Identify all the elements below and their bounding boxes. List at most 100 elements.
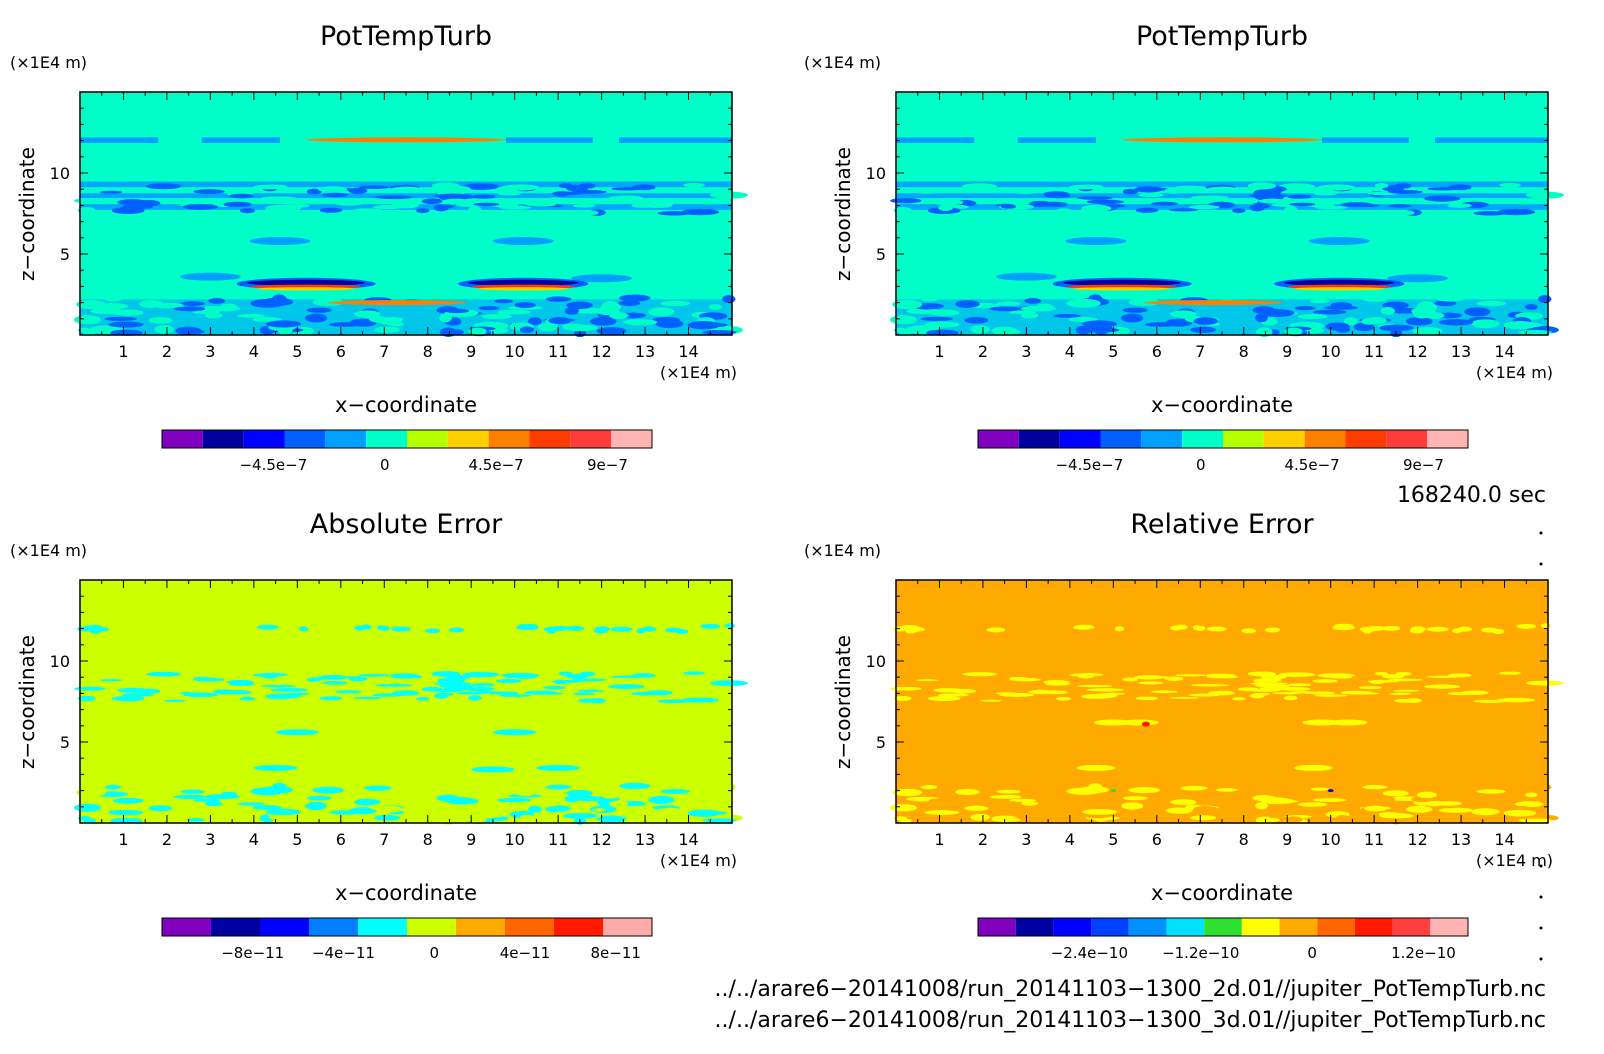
band-cell (146, 183, 182, 190)
colorbar-swatch (202, 430, 244, 448)
colorbar-swatch (1392, 918, 1431, 936)
band-cell (104, 296, 122, 302)
band-cell (434, 193, 473, 198)
colorbar-tick-label: −8e−11 (221, 944, 284, 962)
band-cell (173, 306, 207, 312)
band-cell (305, 313, 328, 323)
band-cell (1024, 786, 1042, 792)
colorbar: −8e−11 −4e−11 0 4e−11 8e−11 (161, 917, 653, 962)
band-cell (390, 675, 423, 679)
layer-cell (1062, 279, 1182, 286)
band-cell (504, 186, 525, 191)
band-cell (494, 787, 514, 792)
x-tick-label: 9 (1282, 830, 1292, 849)
band-cell (425, 628, 440, 634)
x-tick-label: 13 (1451, 342, 1471, 361)
band-cell (266, 808, 301, 816)
band-cell (184, 204, 201, 209)
band-cell (579, 671, 596, 677)
x-tick-label: 5 (1108, 830, 1118, 849)
band-cell (462, 671, 500, 678)
band-cell (1387, 190, 1423, 194)
band-cell (1141, 721, 1150, 727)
layer-cell (327, 300, 467, 306)
band-cell (1471, 319, 1500, 329)
band-cell (187, 818, 205, 822)
colorbar-swatch (1223, 430, 1264, 448)
band-cell (1260, 797, 1286, 801)
band-cell (926, 329, 959, 336)
band-cell (1344, 317, 1358, 326)
band-cell (154, 324, 174, 334)
band-cell (76, 788, 107, 797)
band-cell (122, 204, 137, 212)
file-path-2: ../../arare6−20141008/run_20141103−1300_… (715, 1008, 1546, 1033)
band-cell (1255, 802, 1268, 810)
x-tick-label: 3 (1021, 342, 1031, 361)
band-cell (353, 696, 383, 700)
band-cell (1344, 806, 1358, 813)
band-cell (631, 691, 656, 696)
band-cell (537, 811, 559, 819)
band-cell (660, 300, 691, 307)
x-tick-label: 9 (466, 830, 476, 849)
band-cell (1020, 794, 1057, 799)
band-cell (312, 786, 345, 794)
band-cell (390, 626, 411, 632)
band-cell (1287, 683, 1312, 687)
band-cell (240, 696, 255, 701)
colorbar-tick-label: 4.5e−7 (468, 456, 523, 474)
band-cell (1206, 186, 1239, 192)
colorbar-swatch (570, 430, 612, 448)
band-cell (1250, 193, 1289, 198)
band-cell (1045, 193, 1071, 199)
band-cell (193, 677, 225, 682)
colorbar-swatch (1345, 430, 1387, 448)
band-cell (938, 693, 953, 699)
band-cell (298, 626, 309, 632)
band-cell (1492, 629, 1505, 635)
x-tick-label: 12 (1407, 830, 1427, 849)
band-cell (1393, 210, 1415, 216)
band-cell (467, 816, 487, 824)
band-cell (1174, 674, 1206, 677)
band-cell (275, 729, 320, 736)
band-cell (306, 307, 332, 313)
colorbar-swatch (1141, 430, 1183, 448)
band-cell (1232, 208, 1246, 214)
band-cell (1320, 186, 1341, 191)
band-cell (504, 674, 525, 678)
band-cell (1424, 684, 1461, 689)
band-cell (322, 192, 348, 198)
band-cell (579, 183, 596, 189)
band-cell (390, 186, 423, 192)
band-cell (1412, 815, 1443, 823)
band-cell (1434, 137, 1548, 144)
band-cell (524, 202, 557, 207)
colorbar-swatch (529, 430, 571, 448)
band-cell (924, 810, 960, 815)
panel-bottom-left: Absolute Error (×1E4 m) z−coordinate (×1… (10, 509, 749, 962)
band-cell (571, 190, 607, 194)
band-cell (467, 327, 487, 336)
x-tick-label: 1 (118, 342, 128, 361)
band-cell (416, 696, 430, 701)
band-cell (1237, 687, 1259, 692)
colorbar-swatch (211, 918, 260, 936)
band-cell (1321, 137, 1409, 144)
band-cell (1081, 204, 1112, 213)
band-cell (1138, 192, 1164, 198)
band-cell (566, 789, 593, 797)
band-cell (558, 183, 573, 189)
band-cell (148, 805, 173, 812)
x-tick-label: 9 (466, 342, 476, 361)
band-cell (288, 204, 310, 208)
x-tick-label: 2 (978, 342, 988, 361)
band-cell (1448, 673, 1472, 678)
band-cell (571, 678, 607, 682)
band-cell (571, 274, 633, 283)
band-cell (108, 809, 144, 816)
band-cell (288, 692, 310, 696)
band-cell (519, 326, 535, 333)
band-cell (1045, 682, 1071, 686)
